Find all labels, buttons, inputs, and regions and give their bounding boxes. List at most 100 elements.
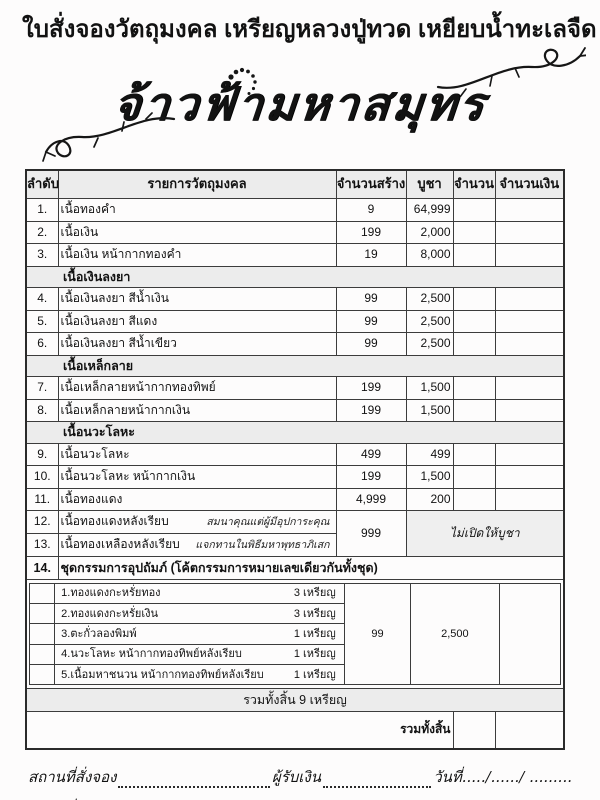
- qty-made: 199: [335, 376, 407, 400]
- qty-made: 19: [335, 243, 407, 267]
- amount-blank: [494, 442, 565, 467]
- set-item-cell: 3.ตะกั่วลองพิมพ์ 1 เหรียญ: [54, 623, 345, 645]
- item-name: เนื้อทองเหลืองหลังเรียบ: [60, 537, 180, 551]
- item-name: เนื้อนวะโลหะ: [57, 442, 337, 467]
- item-name: เนื้อเงินลงยา สีน้ำเขียว: [57, 332, 337, 356]
- order-qty-blank: [452, 442, 496, 467]
- flourish-top-right-icon: [436, 47, 586, 98]
- amount-blank: [494, 376, 565, 400]
- set-item-count: 3 เหรียญ: [293, 607, 336, 620]
- item-name: เนื้อเงิน: [57, 220, 337, 245]
- amount-blank: [494, 287, 565, 311]
- table-row: 7. เนื้อเหล็กลายหน้ากากทองทิพย์ 199 1,50…: [25, 376, 565, 400]
- section-row: เนื้อเหล็กลาย: [25, 354, 565, 378]
- row-number: 3.: [25, 243, 59, 267]
- amount-blank: [494, 243, 565, 267]
- price: 64,999: [405, 198, 454, 222]
- set-item-name: 2.ทองแดงกะหรั่ยเงิน: [61, 607, 158, 620]
- set-item-cell: 2.ทองแดงกะหรั่ยเงิน 3 เหรียญ: [54, 603, 345, 625]
- table-row: 4. เนื้อเงินลงยา สีน้ำเงิน 99 2,500: [25, 287, 565, 311]
- set-subtotal-row: รวมทั้งสิ้น 9 เหรียญ: [25, 688, 565, 712]
- amount-blank: [494, 309, 565, 334]
- set-item-cell: 1.ทองแดงกะหรั่ยทอง 3 เหรียญ: [54, 582, 345, 605]
- item-name-cell: เนื้อทองแดงหลังเรียบ สมนาคุณแต่ผู้มีอุปก…: [57, 510, 337, 534]
- row-number: 1.: [25, 198, 59, 222]
- receiver-label: ผู้รับเงิน: [271, 767, 321, 786]
- row-number: 10.: [25, 465, 59, 489]
- row-number: 9.: [25, 442, 59, 467]
- row-number: 5.: [25, 309, 59, 334]
- section-row: เนื้อเงินลงยา: [25, 265, 565, 289]
- table-row: 11. เนื้อทองแดง 4,999 200: [25, 487, 565, 512]
- flourish-bottom-left-icon: [42, 112, 176, 163]
- grand-amount-blank: [494, 710, 565, 750]
- price: 1,500: [405, 465, 454, 489]
- price: 2,500: [405, 287, 454, 311]
- amount-blank: [494, 332, 565, 356]
- qty-made-merged: 999: [335, 510, 407, 557]
- price: 200: [405, 487, 454, 512]
- set-price: 2,500: [410, 582, 500, 686]
- set-body: 1.ทองแดงกะหรั่ยทอง 3 เหรียญ 99 2,500 2.ท: [25, 578, 565, 690]
- qty-made: 199: [335, 465, 407, 489]
- order-place-label: สถานที่สั่งจอง: [28, 767, 117, 786]
- row-number: 2.: [25, 220, 59, 245]
- banner: จ้าวฟ้ามหาสมุทร: [0, 47, 600, 163]
- set-item-row: 3.ตะกั่วลองพิมพ์ 1 เหรียญ: [28, 623, 561, 645]
- set-item-code-blank: [28, 582, 56, 605]
- qty-made: 99: [335, 287, 407, 311]
- table-row: 8. เนื้อเหล็กลายหน้ากากเงิน 199 1,500: [25, 398, 565, 423]
- item-name: เนื้อนวะโลหะ หน้ากากเงิน: [57, 465, 337, 489]
- amount-blank: [494, 487, 565, 512]
- order-qty-blank: [452, 465, 496, 489]
- amount-blank: [494, 398, 565, 423]
- set-subtotal: รวมทั้งสิ้น 9 เหรียญ: [25, 688, 565, 712]
- item-name: เนื้อเหล็กลายหน้ากากทองทิพย์: [57, 376, 337, 400]
- item-name: เนื้อเหล็กลายหน้ากากเงิน: [57, 398, 337, 423]
- order-qty-blank: [452, 332, 496, 356]
- set-item-row: 5.เนื้อมหาชนวน หน้ากากทองทิพย์หลังเรียบ …: [28, 664, 561, 686]
- set-item-count: 3 เหรียญ: [293, 587, 336, 600]
- row-number: 4.: [25, 287, 59, 311]
- set-item-name: 1.ทองแดงกะหรั่ยทอง: [61, 587, 161, 600]
- price: 499: [405, 442, 454, 467]
- set-item-code-blank: [28, 664, 56, 686]
- order-qty-blank: [452, 487, 496, 512]
- set-item-row: 2.ทองแดงกะหรั่ยเงิน 3 เหรียญ: [28, 603, 561, 625]
- set-item-code-blank: [28, 603, 56, 625]
- price: 2,000: [405, 220, 454, 245]
- amount-blank: [494, 198, 565, 222]
- price: 1,500: [405, 376, 454, 400]
- row-number: 8.: [25, 398, 59, 423]
- price: 8,000: [405, 243, 454, 267]
- footer: สถานที่สั่งจอง ผู้รับเงิน วันที่...../..…: [28, 766, 572, 800]
- set-header-row: 14. ชุดกรรมการอุปถัมภ์ (โค้ตกรรมการหมายเ…: [25, 555, 565, 580]
- section-title: เนื้อเหล็กลาย: [25, 354, 565, 378]
- qty-made: 99: [335, 309, 407, 334]
- item-note: สมนาคุณแต่ผู้มีอุปการะคุณ: [206, 516, 330, 529]
- table-row: 12. เนื้อทองแดงหลังเรียบ สมนาคุณแต่ผู้มี…: [25, 510, 565, 557]
- grand-total-label: รวมทั้งสิ้น: [25, 710, 454, 750]
- set-item-name: 5.เนื้อมหาชนวน หน้ากากทองทิพย์หลังเรียบ: [61, 668, 264, 681]
- col-header-amount: จำนวนเงิน: [494, 169, 565, 200]
- table-row: 1. เนื้อทองคำ 9 64,999: [25, 198, 565, 222]
- amount-blank: [494, 465, 565, 489]
- order-qty-blank: [452, 376, 496, 400]
- qty-made: 4,999: [335, 487, 407, 512]
- set-item-name: 4.นวะโลหะ หน้ากากทองทิพย์หลังเรียบ: [61, 648, 242, 661]
- order-qty-blank: [452, 220, 496, 245]
- not-for-sale-cell: ไม่เปิดให้บูชา: [405, 510, 565, 557]
- item-name: เนื้อทองคำ: [57, 198, 337, 222]
- section-row: เนื้อนวะโลหะ: [25, 421, 565, 444]
- dotted-arc-ornament-icon: [228, 68, 257, 96]
- item-name: เนื้อทองแดงหลังเรียบ: [60, 514, 169, 529]
- row-number: 11.: [25, 487, 59, 512]
- qty-made: 99: [335, 332, 407, 356]
- order-qty-blank: [452, 198, 496, 222]
- order-table: ลำดับ รายการวัตถุมงคล จำนวนสร้าง บูชา จำ…: [25, 169, 565, 750]
- table-row: 2. เนื้อเงิน 199 2,000: [25, 220, 565, 245]
- set-item-count: 1 เหรียญ: [293, 668, 336, 681]
- receiver-blank: [322, 773, 432, 789]
- set-item-row: 4.นวะโลหะ หน้ากากทองทิพย์หลังเรียบ 1 เหร…: [28, 643, 561, 666]
